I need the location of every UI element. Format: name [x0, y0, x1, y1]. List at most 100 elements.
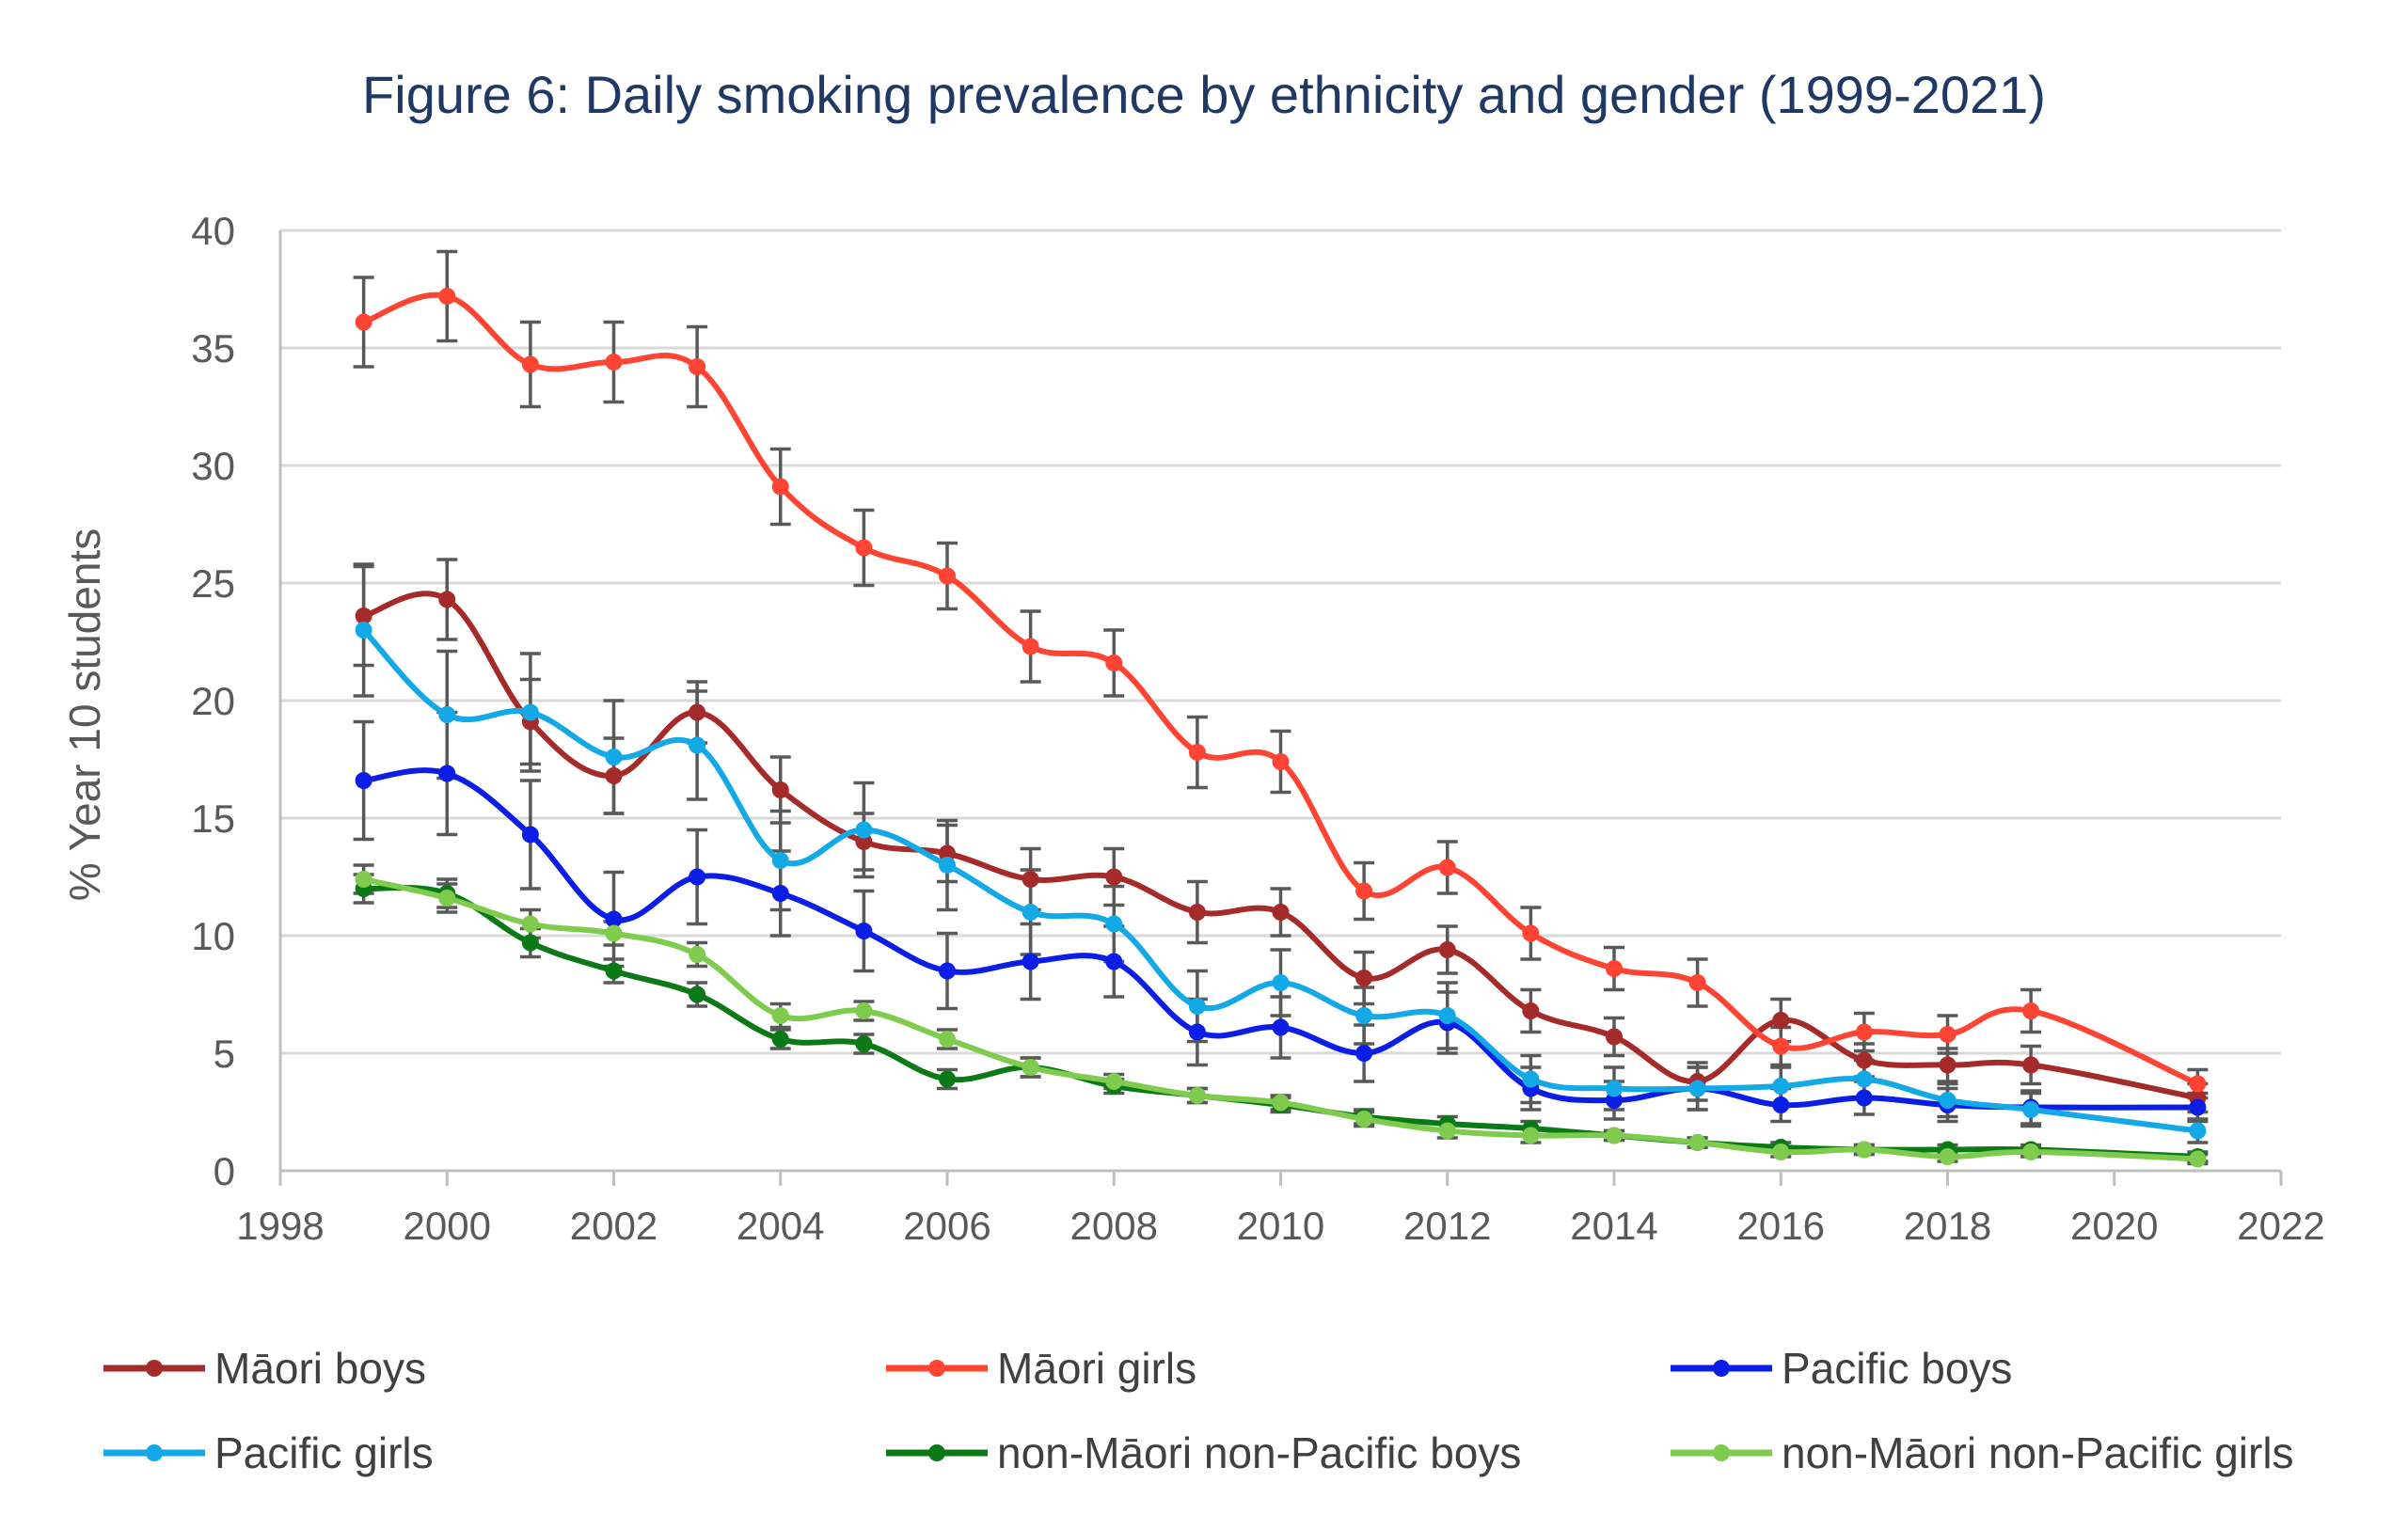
data-point	[1438, 859, 1456, 876]
data-point	[1939, 1092, 1956, 1109]
data-point	[1105, 915, 1123, 933]
x-tick-label: 2012	[1403, 1204, 1491, 1248]
data-point	[1688, 974, 1706, 991]
legend-swatch-marker	[1713, 1360, 1730, 1377]
data-point	[771, 781, 789, 798]
data-point	[1272, 1018, 1290, 1036]
x-tick-label: 2016	[1737, 1204, 1825, 1248]
x-tick-label: 1998	[236, 1204, 324, 1248]
x-tick-label: 2010	[1237, 1204, 1324, 1248]
data-point	[771, 478, 789, 496]
x-tick-label: 2004	[737, 1204, 824, 1248]
x-tick-label: 2008	[1070, 1204, 1158, 1248]
x-tick-label: 2020	[2070, 1204, 2158, 1248]
data-point	[355, 622, 372, 639]
data-point	[2189, 1075, 2207, 1093]
data-point	[855, 923, 873, 939]
data-point	[605, 962, 623, 980]
legend-label: non-Māori non-Pacific boys	[997, 1428, 1521, 1477]
data-point	[1105, 953, 1123, 970]
legend-entry: Pacific boys	[1671, 1344, 2012, 1393]
data-point	[855, 539, 873, 557]
data-point	[438, 765, 456, 782]
y-tick-label: 5	[214, 1032, 235, 1076]
data-point	[1522, 1127, 1540, 1144]
chart-title: Figure 6: Daily smoking prevalence by et…	[362, 65, 2046, 124]
data-point	[1188, 998, 1206, 1015]
data-point	[1272, 974, 1290, 991]
y-tick-label: 20	[191, 679, 235, 723]
y-tick-label: 35	[191, 326, 235, 371]
legend-entry: Māori girls	[886, 1344, 1196, 1393]
y-tick-label: 10	[191, 914, 235, 958]
x-tick-label: 2000	[404, 1204, 491, 1248]
data-point	[771, 1031, 789, 1048]
data-point	[1855, 1089, 1873, 1107]
data-point	[1855, 1051, 1873, 1069]
data-point	[855, 821, 873, 839]
series-3	[355, 622, 2207, 1140]
data-point	[521, 826, 539, 844]
x-tick-label: 2018	[1904, 1204, 1991, 1248]
legend-swatch-marker	[928, 1360, 945, 1377]
data-point	[855, 833, 873, 850]
data-point	[1606, 1092, 1623, 1109]
legend-swatch-marker	[146, 1444, 163, 1461]
data-point	[438, 706, 456, 723]
data-point	[355, 313, 372, 331]
data-point	[1772, 1078, 1790, 1095]
data-point	[355, 871, 372, 888]
data-point	[855, 1002, 873, 1019]
data-point	[438, 288, 456, 305]
data-point	[2189, 1150, 2207, 1168]
data-point	[771, 852, 789, 869]
data-point	[438, 890, 456, 907]
legend-label: Māori boys	[214, 1344, 426, 1393]
data-point	[1272, 753, 1290, 770]
y-tick-label: 15	[191, 797, 235, 841]
y-tick-label: 40	[191, 209, 235, 253]
series-line	[362, 292, 2199, 1087]
data-point	[1105, 1073, 1123, 1090]
legend-label: Pacific boys	[1782, 1344, 2012, 1393]
series-line	[363, 767, 2198, 1111]
data-point	[855, 1035, 873, 1052]
data-point	[1855, 1023, 1873, 1041]
y-tick-label: 25	[191, 561, 235, 606]
data-point	[689, 986, 706, 1003]
data-point	[939, 1031, 956, 1048]
data-point	[1855, 1141, 1873, 1159]
data-point	[1355, 1007, 1373, 1024]
legend-swatch-marker	[146, 1360, 163, 1377]
data-point	[1188, 744, 1206, 761]
data-point	[1522, 924, 1540, 942]
x-tick-label: 2014	[1570, 1204, 1657, 1248]
data-point	[1355, 1045, 1373, 1062]
data-point	[2189, 1122, 2207, 1140]
data-point	[2022, 1144, 2040, 1160]
legend-swatch-marker	[928, 1444, 945, 1461]
data-point	[1438, 1007, 1456, 1024]
data-point	[1772, 1096, 1790, 1113]
y-tick-label: 0	[214, 1149, 235, 1193]
data-point	[1438, 1122, 1456, 1140]
data-point	[355, 607, 372, 624]
data-point	[939, 857, 956, 874]
data-point	[939, 844, 956, 862]
data-point	[438, 591, 456, 608]
legend-label: non-Māori non-Pacific girls	[1782, 1428, 2294, 1477]
data-point	[1522, 1070, 1540, 1088]
data-point	[1022, 1059, 1039, 1076]
data-point	[1939, 1148, 1956, 1165]
data-point	[1606, 1028, 1623, 1046]
data-point	[1022, 638, 1039, 655]
data-point	[1438, 941, 1456, 958]
data-point	[939, 962, 956, 980]
data-point	[1855, 1070, 1873, 1088]
legend-label: Māori girls	[997, 1344, 1196, 1393]
data-point	[689, 703, 706, 721]
legend-label: Pacific girls	[214, 1428, 434, 1477]
data-point	[605, 749, 623, 765]
legend-entry: Pacific girls	[103, 1428, 434, 1477]
